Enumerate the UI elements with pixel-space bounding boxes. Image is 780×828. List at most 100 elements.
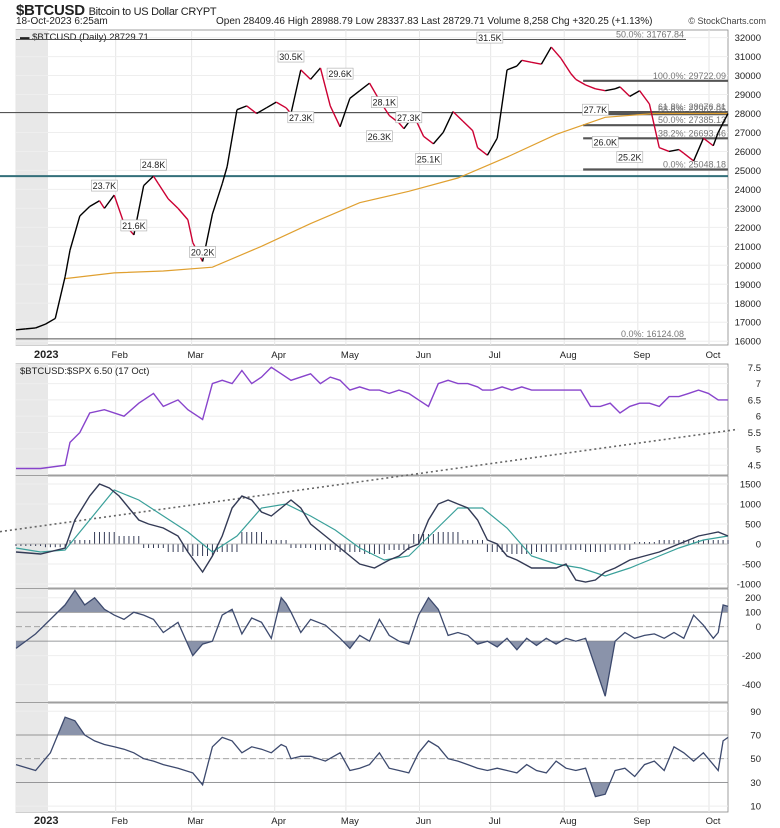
y-tick-label: 0 <box>756 540 761 551</box>
y-tick-label: -400 <box>742 680 761 691</box>
price-segment <box>678 148 685 154</box>
y-tick-label: 6 <box>756 412 761 423</box>
x-tick-label: 2023 <box>34 349 58 361</box>
annotation-box <box>415 153 442 165</box>
y-tick-label: 200 <box>745 593 761 604</box>
price-segment <box>619 86 631 97</box>
annotation-box <box>616 151 644 163</box>
y-tick-label: 23000 <box>735 204 761 215</box>
price-segment <box>521 59 532 63</box>
x-tick-label: Jun <box>416 816 431 827</box>
price-segment <box>432 132 444 145</box>
price-segment <box>359 82 370 92</box>
y-tick-label: 30000 <box>735 71 761 82</box>
fib-level-label: 68.8%: 27967.05 <box>658 104 726 114</box>
price-segment <box>236 105 248 111</box>
annotation-label: 20.2K <box>191 248 215 258</box>
price-annotation: 20.2K <box>189 246 216 258</box>
year-shade <box>16 703 48 812</box>
macd-line <box>15 483 729 583</box>
price-segment <box>246 105 258 115</box>
y-tick-label: 18000 <box>735 299 761 310</box>
price-segment <box>290 69 302 114</box>
price-annotation: 27.3K <box>287 111 315 124</box>
annotation-box <box>591 136 619 148</box>
y-tick-label: 7.5 <box>748 363 761 374</box>
y-tick-label: 22000 <box>735 223 761 234</box>
y-tick-label: 500 <box>745 520 761 531</box>
y-tick-label: 50 <box>750 754 761 765</box>
x-tick-label: May <box>341 816 359 827</box>
price-segment <box>531 61 542 65</box>
annotation-box <box>395 111 423 124</box>
price-segment <box>329 105 341 128</box>
annotation-box <box>476 31 504 44</box>
price-segment <box>659 146 670 153</box>
y-tick-label: 1500 <box>740 480 761 491</box>
price-annotation: 21.6K <box>120 219 148 232</box>
price-segment <box>35 323 46 329</box>
price-segment <box>266 101 277 109</box>
price-segment <box>648 103 660 148</box>
price-segment <box>64 249 71 277</box>
price-annotation: 27.3K <box>395 111 423 124</box>
price-segment <box>452 111 464 122</box>
y-tick-label: 20000 <box>735 261 761 272</box>
price-segment <box>211 183 223 215</box>
annotation-box <box>366 130 393 143</box>
y-tick-label: 100 <box>745 608 761 619</box>
ratio-line <box>16 366 728 470</box>
price-segment <box>629 90 640 98</box>
price-segment <box>226 109 238 167</box>
annotation-box <box>120 219 148 232</box>
x-tick-label: Feb <box>111 350 127 361</box>
y-tick-label: -200 <box>742 651 761 662</box>
price-segment <box>496 69 508 139</box>
price-segment <box>560 58 572 75</box>
price-segment <box>98 200 105 209</box>
x-tick-label: Oct <box>706 350 721 361</box>
y-tick-label: 5 <box>756 444 761 455</box>
price-segment <box>339 98 351 128</box>
annotation-label: 24.8K <box>142 160 166 170</box>
price-segment <box>15 328 26 331</box>
year-shade <box>16 589 48 702</box>
price-segment <box>275 101 287 109</box>
ticker-title: $BTCUSD Bitcoin to US Dollar CRYPT <box>16 2 217 19</box>
price-segment <box>79 205 91 217</box>
x-tick-label: Sep <box>633 350 650 361</box>
price-annotation: 26.3K <box>366 130 393 143</box>
cci-line <box>15 589 729 697</box>
annotation-label: 26.3K <box>368 132 392 142</box>
y-tick-label: 10 <box>750 802 761 813</box>
price-segment <box>585 84 596 90</box>
panel-frame <box>15 702 729 813</box>
x-tick-label: Aug <box>560 816 577 827</box>
annotation-box <box>91 179 118 192</box>
price-segment <box>143 175 154 187</box>
y-tick-label: 25000 <box>735 166 761 177</box>
price-segment <box>575 78 586 86</box>
price-segment <box>486 137 498 156</box>
annotation-box <box>140 158 167 171</box>
y-tick-label: 19000 <box>735 280 761 291</box>
price-segment <box>477 147 488 156</box>
price-segment <box>177 207 189 221</box>
annotation-box <box>189 246 216 258</box>
price-annotation: 25.1K <box>415 153 442 165</box>
x-tick-label: Mar <box>187 350 203 361</box>
fib-level-label: 50.0%: 27385.13 <box>658 115 726 125</box>
price-annotation: 30.5K <box>277 50 305 63</box>
ratio-trendline <box>0 428 739 533</box>
y-tick-label: 4.5 <box>748 461 761 472</box>
price-annotation: 24.8K <box>140 158 167 171</box>
sma-line <box>65 112 728 280</box>
price-segment <box>703 137 714 147</box>
annotation-label: 27.7K <box>584 105 608 115</box>
y-tick-label: 6.5 <box>748 395 761 406</box>
price-segment <box>113 194 125 224</box>
fib-level-label: 50.0%: 31767.84 <box>616 29 684 39</box>
y-tick-label: 1000 <box>740 500 761 511</box>
y-tick-label: -1000 <box>737 580 761 591</box>
